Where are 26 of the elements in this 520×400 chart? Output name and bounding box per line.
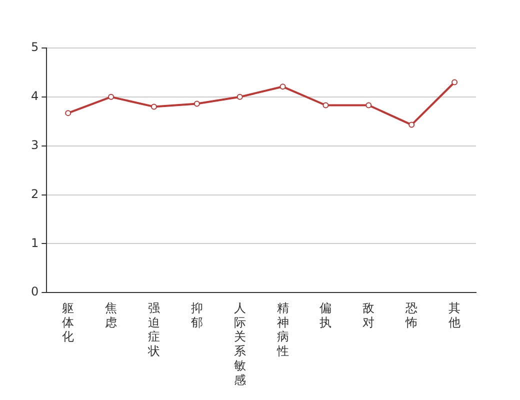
x-tick-label: 焦虑: [105, 300, 118, 330]
x-tick-label: 其他: [448, 300, 461, 330]
point: [408, 122, 415, 128]
y-tick-label: 1: [30, 236, 39, 250]
point: [452, 79, 458, 86]
point: [65, 110, 72, 116]
point: [366, 102, 372, 108]
x-tick-label: 偏执: [320, 300, 332, 330]
y-tick-label: 0: [30, 284, 39, 299]
x-tick-label: 敌对: [362, 300, 375, 330]
x-tick-label: 躯体化: [62, 300, 74, 344]
point: [280, 84, 286, 90]
x-tick-label: 精神病性: [276, 300, 289, 358]
x-tick-label: 强迫症状: [146, 300, 160, 358]
x-tick-label: 抑郁: [190, 300, 203, 330]
point: [236, 94, 243, 100]
y-tick-label: 3: [30, 138, 39, 152]
point: [108, 94, 114, 100]
y-tick-label: 2: [30, 186, 39, 201]
x-tick-label: 恐怖: [404, 300, 418, 330]
point: [322, 102, 329, 108]
point: [194, 100, 200, 107]
y-tick-label: 4: [30, 89, 39, 104]
x-tick-label: 人际关系敏感: [234, 300, 246, 387]
y-tick-label: 5: [30, 40, 39, 54]
point: [150, 104, 157, 110]
